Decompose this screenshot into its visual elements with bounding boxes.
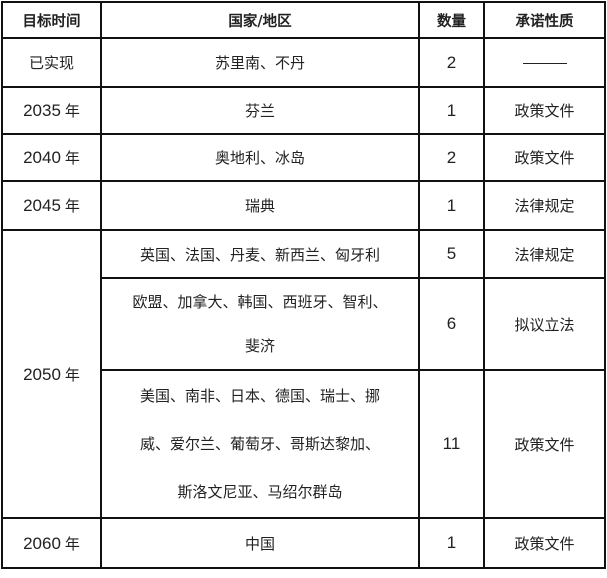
year-suffix: 年 (64, 149, 80, 167)
year-cell: 2045 年 (1, 180, 102, 231)
year-suffix: 年 (64, 365, 80, 384)
year-cell: 已实现 (1, 37, 102, 88)
nature-cell: 拟议立法 (483, 277, 606, 371)
nature-cell: 政策文件 (483, 86, 606, 135)
header-count: 数量 (418, 1, 485, 39)
nature-cell: 政策文件 (483, 517, 606, 569)
count-cell: 6 (418, 277, 485, 371)
table-row: 已实现 苏里南、不丹 2 (1, 37, 606, 88)
year-value: 2060 (23, 533, 61, 553)
count-cell: 5 (418, 229, 485, 279)
nature-cell: 政策文件 (483, 133, 606, 182)
year-cell: 2040 年 (1, 133, 102, 182)
country-cell: 欧盟、加拿大、韩国、西班牙、智利、 斐济 (100, 277, 420, 371)
year-value: 2040 (23, 148, 61, 167)
year-cell: 2035 年 (1, 86, 102, 135)
table-row: 2045 年 瑞典 1 法律规定 (1, 180, 606, 231)
count-cell: 1 (418, 86, 485, 135)
table-row: 2040 年 奥地利、冰岛 2 政策文件 (1, 133, 606, 182)
country-line: 欧盟、加拿大、韩国、西班牙、智利、 (132, 293, 388, 311)
nature-cell (483, 37, 606, 88)
nature-cell: 法律规定 (483, 180, 606, 231)
country-cell: 奥地利、冰岛 (100, 133, 420, 182)
header-target-time: 目标时间 (1, 1, 102, 39)
table-row: 2035 年 芬兰 1 政策文件 (1, 86, 606, 135)
country-cell: 瑞典 (100, 180, 420, 231)
nature-cell: 法律规定 (483, 229, 606, 279)
country-line: 斯洛文尼亚、马绍尔群岛 (177, 483, 343, 501)
carbon-neutral-commitment-table: 目标时间 国家/地区 数量 承诺性质 已实现 苏里南、不丹 2 2035 年 芬兰… (1, 1, 606, 569)
country-line: 威、爱尔兰、葡萄牙、哥斯达黎加、 (139, 435, 380, 453)
country-cell: 美国、南非、日本、德国、瑞士、挪 威、爱尔兰、葡萄牙、哥斯达黎加、 斯洛文尼亚、… (100, 369, 420, 519)
country-cell: 中国 (100, 517, 420, 569)
country-cell: 苏里南、不丹 (100, 37, 420, 88)
country-line: 美国、南非、日本、德国、瑞士、挪 (139, 387, 380, 405)
header-row: 目标时间 国家/地区 数量 承诺性质 (1, 1, 606, 39)
table-row: 美国、南非、日本、德国、瑞士、挪 威、爱尔兰、葡萄牙、哥斯达黎加、 斯洛文尼亚、… (2, 369, 606, 519)
header-nature: 承诺性质 (483, 1, 606, 39)
year-value: 2035 (23, 101, 61, 120)
nature-cell: 政策文件 (483, 369, 606, 519)
table-row: 2060 年 中国 1 政策文件 (1, 517, 606, 569)
country-cell: 芬兰 (100, 86, 420, 135)
country-cell: 英国、法国、丹麦、新西兰、匈牙利 (100, 229, 420, 279)
count-cell: 2 (418, 37, 485, 88)
year-cell: 2060 年 (1, 517, 102, 569)
count-cell: 1 (418, 517, 485, 569)
dash-mark (522, 63, 567, 64)
header-country: 国家/地区 (100, 1, 420, 39)
count-cell: 2 (418, 133, 485, 182)
year-value: 2050 (23, 364, 61, 384)
year-suffix: 年 (64, 102, 80, 120)
year-suffix: 年 (64, 197, 80, 215)
country-line: 斐济 (244, 337, 275, 355)
table-row: 2050 年 英国、法国、丹麦、新西兰、匈牙利 5 法律规定 (1, 229, 606, 519)
year-suffix: 年 (64, 534, 80, 553)
year-cell: 2050 年 (1, 229, 102, 519)
table-row: 欧盟、加拿大、韩国、西班牙、智利、 斐济 6 拟议立法 (2, 277, 606, 371)
year-value: 2045 (23, 196, 61, 215)
count-cell: 1 (418, 180, 485, 231)
count-cell: 11 (418, 369, 485, 519)
